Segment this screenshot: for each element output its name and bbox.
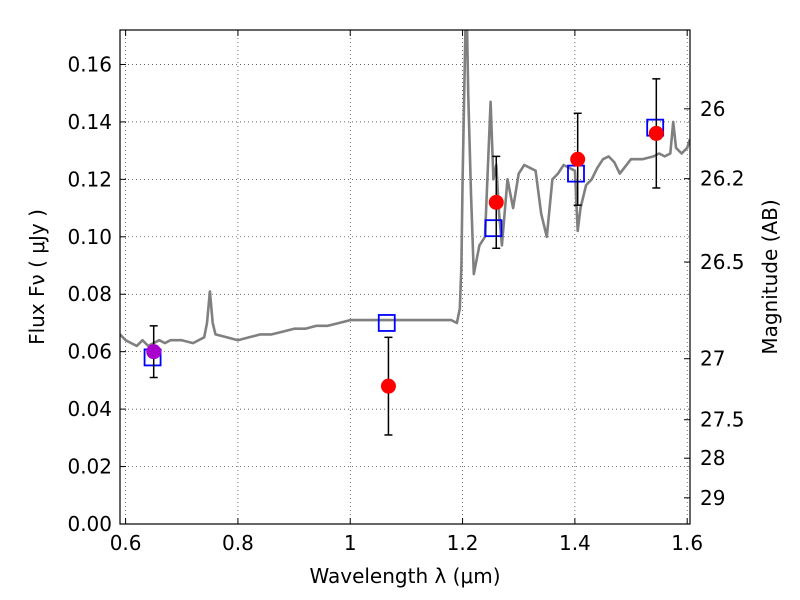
y-tick-label: 0.08 <box>67 282 112 306</box>
x-tick-label: 0.6 <box>110 531 142 555</box>
y-right-tick-label: 27.5 <box>700 408 745 432</box>
y-axis-label: Flux Fν ( μJy ) <box>25 209 49 345</box>
y-right-tick-label: 26 <box>700 97 725 121</box>
y-right-axis-label: Magnitude (AB) <box>758 199 782 354</box>
plot-frame <box>119 29 691 525</box>
x-tick-label: 0.8 <box>222 531 254 555</box>
y-tick-label: 0.02 <box>67 455 112 479</box>
y-tick-label: 0.06 <box>67 340 112 364</box>
x-tick-label: 1.2 <box>447 531 479 555</box>
y-right-tick-label: 28 <box>700 446 725 470</box>
x-axis-label: Wavelength λ (μm) <box>309 564 500 588</box>
y-tick-label: 0.16 <box>67 52 112 76</box>
spectrum-polyline <box>120 30 690 348</box>
y-tick-label: 0.04 <box>67 397 112 421</box>
y-right-tick-label: 27 <box>700 347 725 371</box>
y-right-tick-label: 26.2 <box>700 167 745 191</box>
observed-point <box>380 378 396 394</box>
observed-point <box>488 194 504 210</box>
x-tick-label: 1.4 <box>559 531 591 555</box>
y-right-tick-label: 29 <box>700 486 725 510</box>
observed-point <box>648 125 664 141</box>
y-tick-label: 0.14 <box>67 110 112 134</box>
observed-point <box>570 151 586 167</box>
photometry-markers <box>143 78 665 436</box>
model-square-marker <box>377 314 396 332</box>
y-right-tick-label: 26.5 <box>700 250 745 274</box>
x-tick-label: 1.6 <box>671 531 703 555</box>
y-tick-label: 0.12 <box>67 167 112 191</box>
model-square-marker <box>484 219 503 238</box>
y-tick-label: 0.00 <box>67 512 112 536</box>
observed-point <box>146 344 162 360</box>
spectrum-line <box>120 30 690 348</box>
x-tick-label: 1 <box>344 531 357 555</box>
y-tick-label: 0.10 <box>67 225 112 249</box>
axis-ticks: 0.6 0.8 1 1.2 1.4 1.6 0.00 0.02 0.04 0.06 0.08 0.10… <box>67 30 745 555</box>
